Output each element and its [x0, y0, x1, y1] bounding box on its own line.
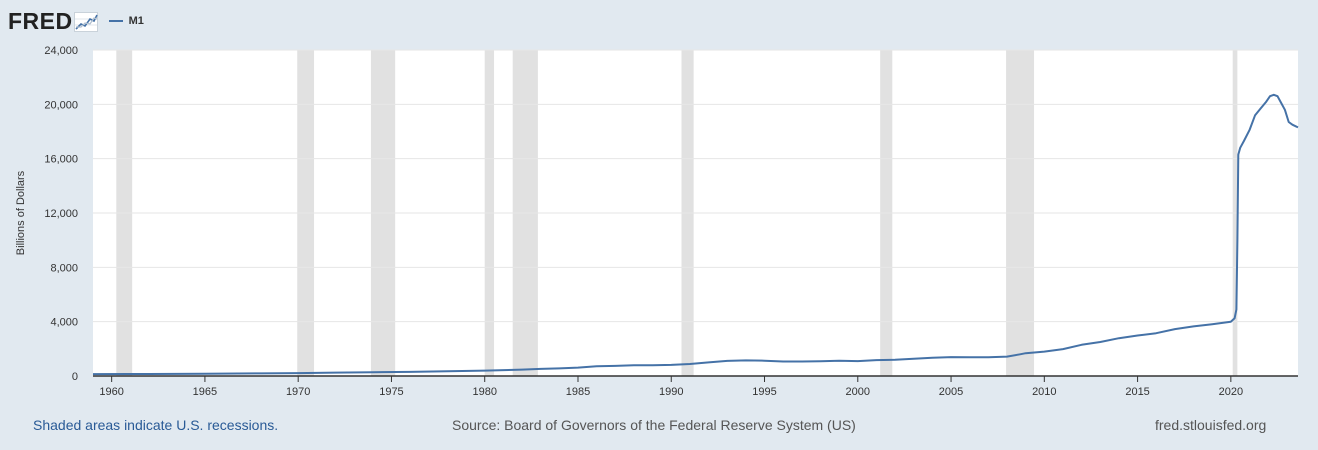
- fred-line-chart-icon: [73, 12, 98, 32]
- x-tick-label: 1965: [193, 386, 217, 398]
- y-axis-label: Billions of Dollars: [15, 170, 27, 255]
- y-tick-label: 0: [72, 371, 78, 383]
- grid-lines: [93, 49, 1298, 323]
- y-axis-ticks: 0 4,000 8,000 12,000 16,000 20,000 24,000: [44, 45, 78, 383]
- series-line-m1[interactable]: [92, 93, 1299, 376]
- x-tick-label: 1995: [752, 386, 776, 398]
- line-chart: 0 4,000 8,000 12,000 16,000 20,000 24,000 1960…: [15, 45, 1299, 398]
- y-tick-label: 16,000: [44, 154, 78, 166]
- x-tick-label: 2020: [1219, 386, 1243, 398]
- y-tick-label: 12,000: [44, 208, 78, 220]
- x-tick-label: 2015: [1125, 386, 1149, 398]
- x-tick-label: 1975: [379, 386, 403, 398]
- y-tick-label: 24,000: [44, 45, 78, 57]
- x-tick-label: 1960: [99, 386, 123, 398]
- x-axis-ticks: 1960 1965 1970 1975 1980 1985 1990 1995 2000 2005…: [99, 376, 1243, 398]
- source-text: Source: Board of Governors of the Federa…: [452, 417, 856, 433]
- x-tick-label: 1980: [472, 386, 496, 398]
- legend-label-m1[interactable]: M1: [128, 15, 144, 27]
- site-link[interactable]: fred.stlouisfed.org: [1155, 417, 1267, 433]
- y-tick-label: 8,000: [50, 262, 78, 274]
- x-tick-label: 2005: [939, 386, 963, 398]
- fred-logo[interactable]: FRED: [8, 8, 73, 34]
- x-tick-label: 1970: [286, 386, 310, 398]
- x-tick-label: 2010: [1032, 386, 1056, 398]
- recession-note[interactable]: Shaded areas indicate U.S. recessions.: [33, 417, 279, 433]
- y-tick-label: 20,000: [44, 99, 78, 111]
- x-tick-label: 2000: [846, 386, 870, 398]
- chart-header: FRED M1: [8, 8, 144, 34]
- x-tick-label: 1985: [566, 386, 590, 398]
- y-tick-label: 4,000: [50, 317, 78, 329]
- legend: M1: [108, 15, 144, 27]
- legend-swatch-m1: [108, 20, 123, 22]
- x-tick-label: 1990: [659, 386, 683, 398]
